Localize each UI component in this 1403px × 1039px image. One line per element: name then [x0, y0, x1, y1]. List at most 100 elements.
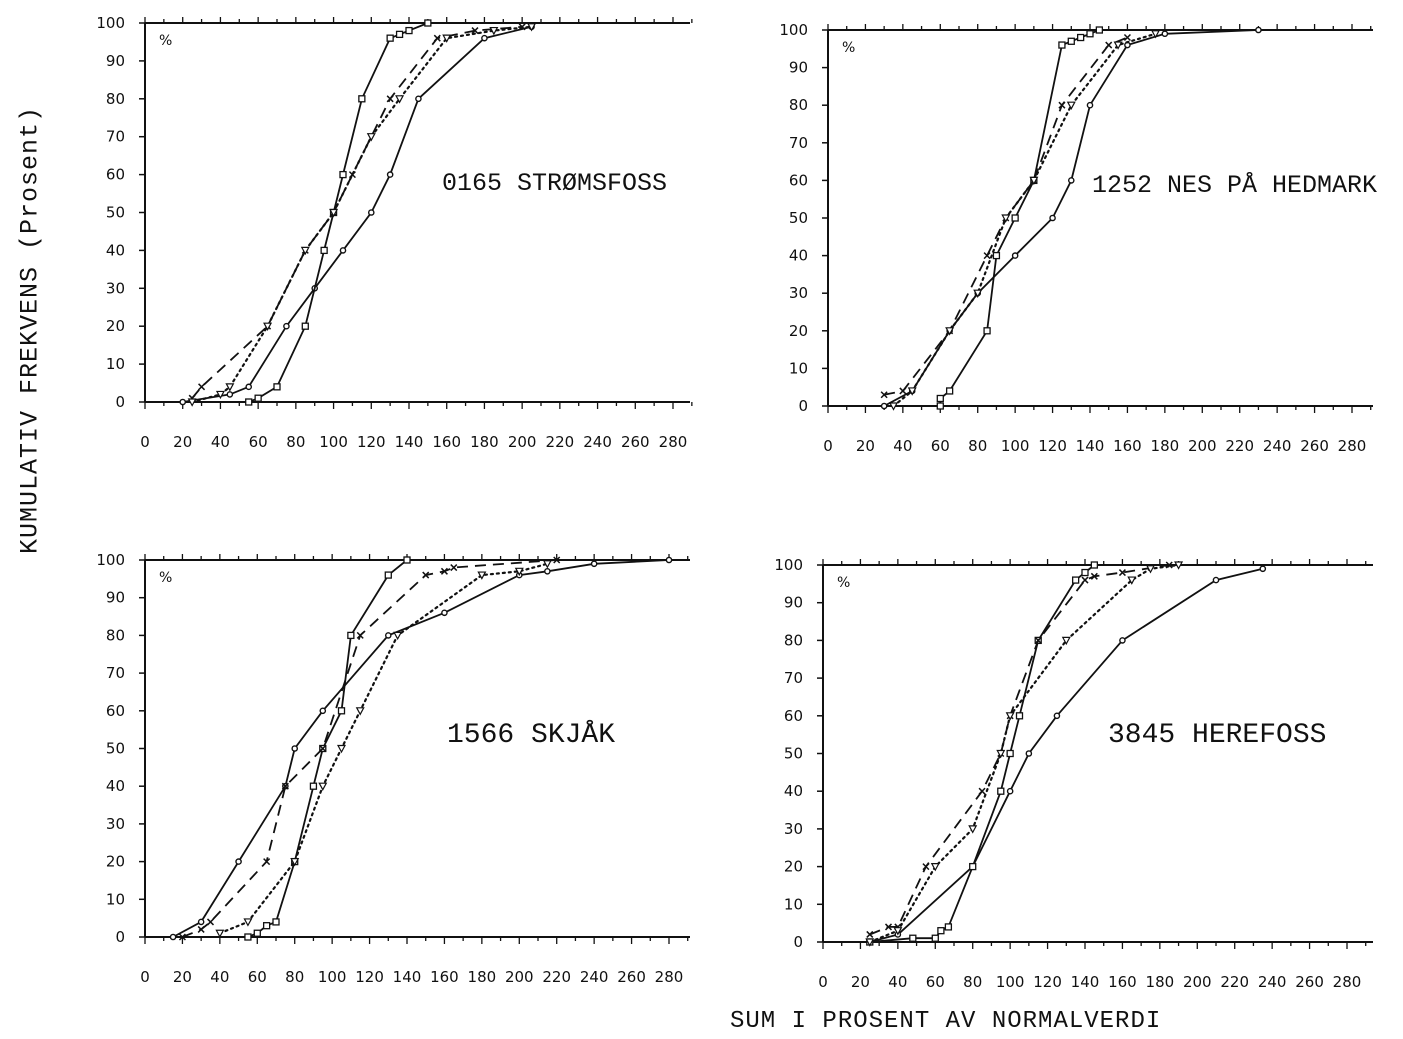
data-point-square [384, 571, 392, 579]
data-point-triangle [395, 95, 405, 104]
y-tick-label: 40 [789, 247, 808, 265]
data-point-triangle [930, 863, 940, 872]
data-point-triangle [945, 327, 955, 336]
x-tick-label: 80 [285, 968, 304, 986]
data-point-square [1006, 749, 1014, 758]
data-point-square [1090, 561, 1099, 569]
data-point-triangle [225, 383, 235, 392]
data-point-triangle [968, 825, 978, 834]
data-point-circle [339, 247, 347, 254]
x-tick-label: 260 [1300, 437, 1329, 455]
data-point-triangle [1005, 712, 1015, 721]
data-point-circle [590, 560, 598, 568]
x-tick-label: 240 [1263, 437, 1292, 455]
chart-panel-1: 0 10 20 30 40 50 60 70 80 90 100 0 20 40 60 80 100 120 140… [96, 14, 693, 451]
data-point-square [358, 95, 366, 103]
data-point-triangle [366, 133, 376, 142]
data-point-square [403, 556, 411, 564]
data-point-cross [884, 923, 893, 931]
data-point-triangle [300, 246, 310, 256]
series-line-triangle [892, 32, 1157, 408]
x-tick-label: 220 [1225, 437, 1254, 455]
y-tick-label: 40 [784, 782, 803, 800]
y-tick-label: 50 [106, 204, 125, 222]
data-point-triangle [318, 782, 328, 791]
data-point-triangle [290, 858, 300, 867]
y-tick-label: 60 [106, 702, 125, 720]
x-tick-label: 160 [1113, 437, 1142, 455]
y-tick-label: 90 [784, 594, 803, 612]
data-point-square [945, 387, 954, 395]
x-tick-label: 220 [546, 433, 575, 451]
x-tick-label: 100 [996, 973, 1025, 991]
data-point-square [347, 631, 355, 640]
data-point-square [1067, 37, 1075, 45]
data-point-square [1011, 214, 1019, 222]
x-tick-label: 280 [1333, 973, 1362, 991]
x-tick-label: 240 [1258, 973, 1287, 991]
data-point-cross [198, 383, 206, 391]
data-point-square [997, 787, 1005, 795]
data-point-triangle [1113, 41, 1123, 50]
data-point-circle [481, 34, 488, 42]
data-point-cross [553, 556, 561, 564]
data-point-square [386, 34, 394, 42]
data-point-triangle [907, 387, 917, 396]
y-tick-label: 20 [106, 317, 125, 335]
x-tick-label: 80 [968, 437, 987, 455]
data-point-circle [1259, 565, 1267, 573]
y-tick-label: 30 [106, 815, 125, 833]
x-tick-label: 140 [395, 433, 424, 451]
y-tick-label: 40 [106, 777, 125, 795]
y-tick-label: 80 [106, 626, 125, 644]
data-point-triangle [1174, 561, 1184, 570]
y-tick-label: 10 [784, 895, 803, 913]
data-point-triangle [1029, 176, 1039, 186]
data-point-square [309, 782, 318, 790]
data-point-circle [291, 745, 299, 752]
y-tick-label: 80 [106, 90, 125, 108]
data-point-circle [1119, 637, 1126, 644]
data-point-cross [1123, 33, 1131, 42]
data-point-cross [433, 34, 441, 42]
data-point-square [936, 394, 944, 403]
x-tick-label: 0 [140, 968, 150, 986]
data-point-square [909, 934, 917, 942]
percent-unit-label: % [159, 33, 172, 49]
x-tick-label: 20 [851, 973, 870, 991]
x-tick-label: 180 [470, 433, 499, 451]
data-point-circle [1086, 101, 1094, 109]
y-tick-label: 10 [789, 359, 808, 377]
x-tick-label: 260 [617, 968, 646, 986]
data-point-triangle [329, 208, 339, 218]
data-point-square [262, 922, 271, 930]
data-point-cross [922, 863, 930, 871]
data-point-triangle [1145, 565, 1156, 574]
y-tick-label: 80 [784, 631, 803, 649]
x-tick-label: 180 [1146, 973, 1175, 991]
x-tick-label: 60 [249, 433, 268, 451]
data-point-cross [1081, 576, 1089, 584]
x-tick-label: 0 [818, 973, 828, 991]
data-point-cross [471, 27, 479, 35]
data-point-square [273, 383, 281, 391]
data-point-cross [197, 925, 205, 933]
series-line-square [247, 559, 408, 938]
x-tick-label: 200 [505, 968, 534, 986]
y-tick-label: 90 [106, 52, 125, 70]
data-point-square [320, 246, 328, 255]
data-point-square [253, 929, 261, 937]
data-point-square [395, 30, 404, 39]
data-point-triangle [865, 938, 875, 947]
series-line-triangle [868, 563, 1180, 944]
data-point-triangle [542, 560, 552, 569]
data-point-triangle [973, 289, 983, 298]
data-point-triangle [1001, 214, 1011, 223]
x-tick-label: 140 [393, 968, 422, 986]
x-tick-label: 160 [1108, 973, 1137, 991]
chart-panel-4: 0 10 20 30 40 50 60 70 80 90 100 0 20 40 60 80 100 120 140… [774, 556, 1373, 991]
data-point-cross [1105, 41, 1113, 49]
percent-unit-label: % [159, 570, 172, 586]
y-tick-label: 30 [784, 820, 803, 838]
data-point-circle [1025, 750, 1033, 757]
